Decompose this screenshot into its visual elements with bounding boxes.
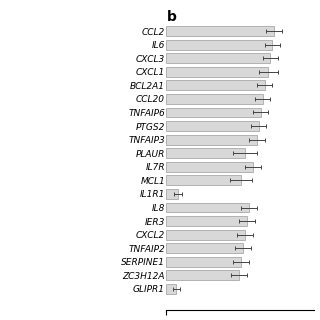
Bar <box>166 135 257 145</box>
Bar <box>166 243 243 253</box>
Bar <box>166 148 245 158</box>
Bar <box>166 53 270 63</box>
Bar <box>166 94 263 104</box>
Bar <box>166 108 260 117</box>
Bar <box>166 216 247 226</box>
Bar <box>166 67 268 77</box>
Bar <box>166 270 239 280</box>
Bar <box>166 203 249 212</box>
Bar <box>166 40 272 50</box>
Bar <box>166 121 259 131</box>
Bar <box>166 257 241 267</box>
Bar <box>166 26 274 36</box>
Bar <box>166 230 245 240</box>
Bar <box>166 284 176 294</box>
Bar <box>166 189 178 199</box>
Text: b: b <box>166 10 176 24</box>
Bar <box>166 80 265 90</box>
Bar <box>166 175 241 185</box>
Bar <box>166 162 253 172</box>
